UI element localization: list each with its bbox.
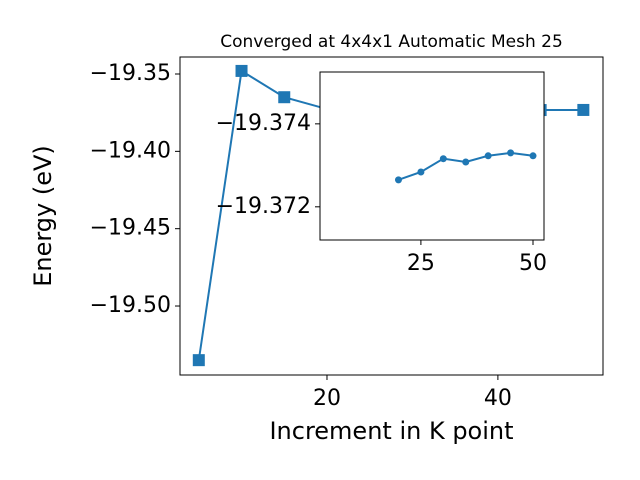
chart-title: Converged at 4x4x1 Automatic Mesh 25 bbox=[220, 32, 563, 52]
x-tick-label: 25 bbox=[407, 251, 435, 276]
axes-frame bbox=[179, 56, 604, 376]
point bbox=[278, 91, 291, 104]
x-tick-label: 40 bbox=[484, 386, 512, 411]
x-axis-label: Increment in K point bbox=[269, 417, 513, 445]
point bbox=[529, 152, 537, 160]
y-tick-label: −19.50 bbox=[90, 293, 171, 318]
y-tick-label: −19.372 bbox=[216, 194, 311, 219]
point bbox=[235, 64, 248, 77]
x-tick-label: 20 bbox=[313, 386, 341, 411]
point bbox=[484, 152, 492, 160]
y-tick-label: −19.40 bbox=[90, 138, 171, 163]
point bbox=[192, 354, 205, 367]
point bbox=[577, 103, 590, 116]
x-tick-label: 50 bbox=[519, 251, 547, 276]
plot-area bbox=[320, 72, 544, 240]
y-tick-label: −19.374 bbox=[216, 111, 311, 136]
y-tick-label: −19.45 bbox=[90, 216, 171, 241]
series-clip bbox=[394, 149, 537, 184]
point bbox=[507, 149, 515, 157]
point bbox=[439, 155, 447, 163]
inset-axes: 25 50 −19.374 −19.372 bbox=[216, 71, 547, 276]
axes-frame bbox=[319, 71, 545, 241]
point bbox=[462, 158, 470, 166]
y-axis-label: Energy (eV) bbox=[29, 145, 57, 287]
point bbox=[394, 176, 402, 184]
y-tick-label: −19.35 bbox=[90, 61, 171, 86]
point bbox=[417, 168, 425, 176]
